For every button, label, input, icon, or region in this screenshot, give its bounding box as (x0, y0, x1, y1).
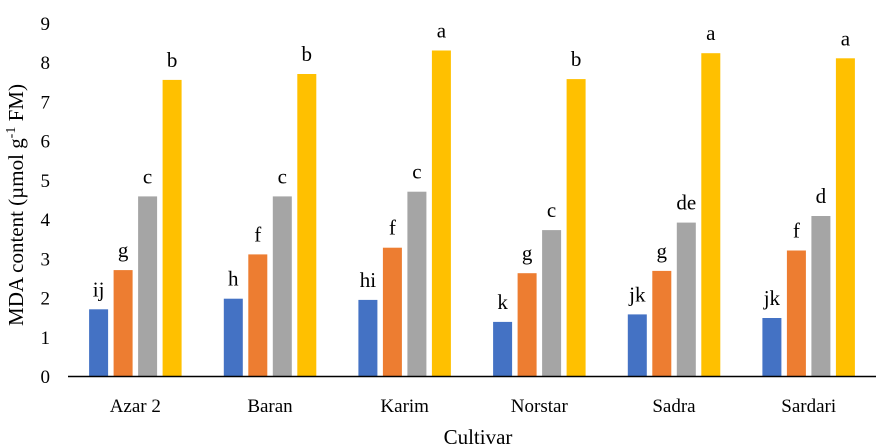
y-tick-label: 8 (41, 53, 51, 74)
bar (701, 53, 721, 376)
bar (542, 230, 562, 376)
bar (248, 254, 268, 376)
y-tick-label: 7 (41, 92, 51, 113)
bar (786, 250, 806, 376)
significance-letter: g (118, 238, 129, 262)
significance-letter: de (676, 191, 696, 215)
category-label: Norstar (511, 396, 569, 417)
y-tick-label: 9 (41, 14, 51, 35)
category-label: Karim (380, 396, 429, 417)
bar (272, 196, 292, 376)
y-tick-label: 0 (41, 367, 51, 388)
bar (162, 79, 182, 377)
category-labels: Azar 2 Baran Karim Norstar Sadra Sardari (110, 396, 836, 417)
x-axis-title: Cultivar (444, 425, 513, 448)
significance-letter: c (143, 164, 152, 188)
significance-letter: f (793, 219, 800, 243)
significance-letter: d (816, 184, 827, 208)
category-label: Baran (247, 396, 293, 417)
y-tick-label: 5 (41, 171, 51, 192)
bar (835, 58, 855, 377)
y-tick-label: 1 (41, 328, 51, 349)
bar (627, 314, 647, 376)
bar (493, 321, 513, 376)
significance-letter: b (167, 48, 178, 72)
significance-letter: g (522, 241, 533, 265)
y-axis-title-sup: -1 (4, 127, 19, 139)
bar (407, 191, 427, 376)
significance-letter: f (254, 222, 261, 246)
y-axis-ticks: 0 1 2 3 4 5 6 7 8 9 (41, 14, 51, 388)
category-label: Sardari (781, 396, 836, 417)
significance-letter: jk (763, 286, 781, 310)
svg-text:MDA content (µmol g-1 FM): MDA content (µmol g-1 FM) (4, 84, 28, 326)
bar (517, 273, 537, 376)
significance-letter: c (278, 164, 287, 188)
category-label: Azar 2 (110, 396, 161, 417)
significance-letter: a (841, 26, 851, 50)
significance-letter: g (657, 239, 668, 263)
y-tick-label: 2 (41, 289, 51, 310)
bar (652, 270, 672, 376)
bar (138, 196, 158, 376)
bar (676, 222, 696, 376)
y-axis-title-end: FM) (4, 84, 28, 127)
bar (762, 318, 782, 376)
y-tick-label: 3 (41, 249, 51, 270)
bars (89, 50, 855, 377)
bar (566, 79, 586, 376)
significance-letter: a (706, 21, 716, 45)
significance-letter: hi (360, 268, 377, 292)
bar (297, 74, 317, 376)
significance-letter: c (412, 160, 421, 184)
y-axis-title-main: MDA content (µmol g (4, 138, 28, 326)
significance-letter: b (302, 42, 313, 66)
significance-letter: a (437, 19, 447, 43)
bar (382, 247, 402, 376)
bar (89, 309, 109, 376)
bar (811, 216, 831, 376)
bar (113, 270, 133, 376)
category-label: Sadra (652, 396, 696, 417)
y-tick-label: 6 (41, 132, 51, 153)
significance-letter: b (571, 47, 582, 71)
bar (223, 298, 243, 376)
significance-letter: k (497, 290, 508, 314)
significance-letter: ij (93, 277, 105, 301)
y-tick-label: 4 (41, 210, 51, 231)
significance-letter: c (547, 198, 556, 222)
significance-letter: h (228, 267, 239, 291)
bar (431, 50, 451, 376)
y-axis-title: MDA content (µmol g-1 FM) (4, 84, 28, 326)
significance-letter: jk (628, 282, 646, 306)
significance-letter: f (389, 216, 396, 240)
bar (358, 299, 378, 376)
